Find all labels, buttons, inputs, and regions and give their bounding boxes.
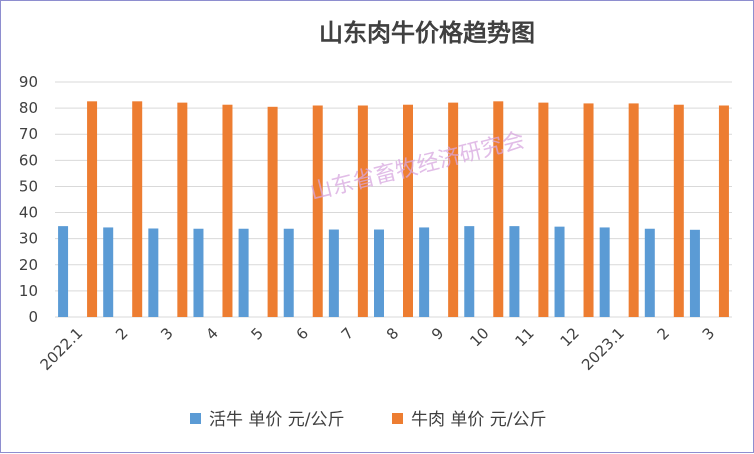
- x-tick-label: 12: [557, 324, 583, 350]
- x-tick-label: 2: [112, 324, 131, 343]
- bar-beef: [312, 105, 323, 317]
- y-tick-label: 80: [19, 99, 38, 117]
- x-tick-label: 11: [511, 324, 537, 350]
- bar-live-cattle: [644, 228, 655, 317]
- bar-beef: [222, 104, 233, 317]
- y-tick-label: 20: [19, 256, 38, 274]
- legend-label-beef: 牛肉 单价 元/公斤: [411, 410, 547, 430]
- bar-beef: [357, 105, 368, 317]
- x-tick-label: 10: [466, 324, 492, 350]
- bar-beef: [448, 102, 459, 317]
- bar-live-cattle: [419, 227, 430, 317]
- x-tick-label: 9: [428, 324, 447, 343]
- bar-live-cattle: [689, 229, 700, 317]
- bar-live-cattle: [374, 229, 384, 317]
- x-tick-label: 3: [157, 324, 176, 343]
- bar-live-cattle: [509, 226, 520, 317]
- x-tick-label: 7: [338, 324, 357, 343]
- bar-live-cattle: [103, 227, 114, 317]
- y-tick-label: 50: [19, 177, 38, 195]
- bar-beef: [132, 101, 143, 317]
- bar-beef: [267, 106, 278, 317]
- x-tick-label: 2023.1: [578, 324, 628, 374]
- y-tick-label: 40: [19, 204, 38, 222]
- bar-live-cattle: [58, 226, 69, 317]
- bar-live-cattle: [193, 228, 204, 317]
- legend-swatch-beef: [392, 413, 403, 424]
- bar-beef: [538, 102, 549, 317]
- bars-layer: [58, 101, 729, 318]
- y-tick-label: 70: [19, 125, 38, 143]
- bar-live-cattle: [464, 226, 475, 317]
- bar-beef: [673, 104, 684, 317]
- x-tick-label: 8: [383, 324, 402, 343]
- x-tick-label: 5: [247, 324, 266, 343]
- bar-beef: [583, 103, 594, 318]
- x-tick-label: 2: [654, 324, 673, 343]
- y-tick-label: 10: [19, 282, 38, 300]
- grid-layer: [55, 81, 732, 318]
- bar-beef: [87, 101, 98, 317]
- y-tick-label: 30: [19, 230, 38, 248]
- bar-live-cattle: [599, 227, 610, 317]
- bar-live-cattle: [554, 226, 565, 317]
- legend: 活牛 单价 元/公斤 牛肉 单价 元/公斤: [190, 410, 547, 430]
- bar-live-cattle: [238, 228, 249, 317]
- x-tick-label: 4: [202, 324, 221, 343]
- bar-beef: [718, 105, 729, 317]
- bar-beef: [628, 103, 639, 318]
- bar-beef: [403, 104, 413, 317]
- legend-label-live-cattle: 活牛 单价 元/公斤: [209, 410, 345, 430]
- bar-beef: [493, 101, 504, 317]
- legend-swatch-live-cattle: [190, 413, 201, 424]
- bar-live-cattle: [328, 229, 339, 317]
- y-tick-label: 90: [19, 73, 38, 91]
- x-tick-label: 6: [293, 324, 312, 343]
- bar-beef: [177, 102, 188, 317]
- bar-live-cattle: [283, 228, 294, 317]
- bar-live-cattle: [148, 228, 159, 317]
- chart-title: 山东肉牛价格趋势图: [319, 19, 535, 47]
- x-tick-label: 2022.1: [37, 324, 87, 374]
- x-tick-label: 3: [699, 324, 718, 343]
- y-tick-label: 60: [19, 151, 38, 169]
- y-tick-label: 0: [28, 308, 38, 326]
